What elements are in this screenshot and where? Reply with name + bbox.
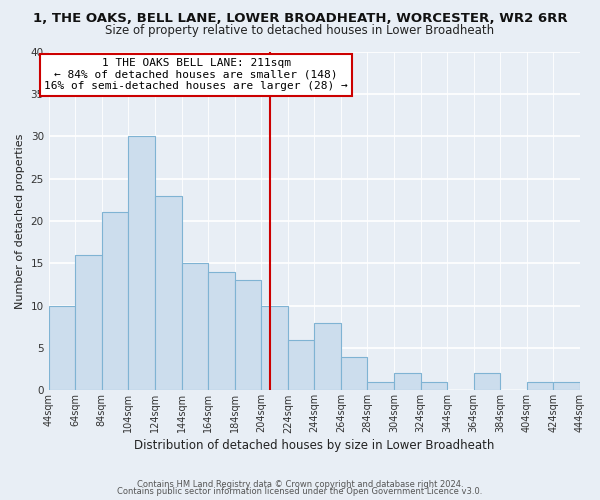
Bar: [182, 264, 208, 390]
Bar: [341, 356, 367, 390]
Bar: [288, 340, 314, 390]
Bar: [261, 306, 288, 390]
Bar: [235, 280, 261, 390]
Bar: [553, 382, 580, 390]
Bar: [102, 212, 128, 390]
Bar: [527, 382, 553, 390]
Bar: [394, 374, 421, 390]
Bar: [474, 374, 500, 390]
Text: Size of property relative to detached houses in Lower Broadheath: Size of property relative to detached ho…: [106, 24, 494, 37]
X-axis label: Distribution of detached houses by size in Lower Broadheath: Distribution of detached houses by size …: [134, 440, 494, 452]
Bar: [155, 196, 182, 390]
Bar: [421, 382, 447, 390]
Text: 1 THE OAKS BELL LANE: 211sqm
← 84% of detached houses are smaller (148)
16% of s: 1 THE OAKS BELL LANE: 211sqm ← 84% of de…: [44, 58, 348, 92]
Text: Contains public sector information licensed under the Open Government Licence v3: Contains public sector information licen…: [118, 488, 482, 496]
Bar: [75, 255, 102, 390]
Y-axis label: Number of detached properties: Number of detached properties: [15, 134, 25, 308]
Text: 1, THE OAKS, BELL LANE, LOWER BROADHEATH, WORCESTER, WR2 6RR: 1, THE OAKS, BELL LANE, LOWER BROADHEATH…: [32, 12, 568, 26]
Bar: [208, 272, 235, 390]
Bar: [49, 306, 75, 390]
Bar: [314, 322, 341, 390]
Text: Contains HM Land Registry data © Crown copyright and database right 2024.: Contains HM Land Registry data © Crown c…: [137, 480, 463, 489]
Bar: [128, 136, 155, 390]
Bar: [367, 382, 394, 390]
